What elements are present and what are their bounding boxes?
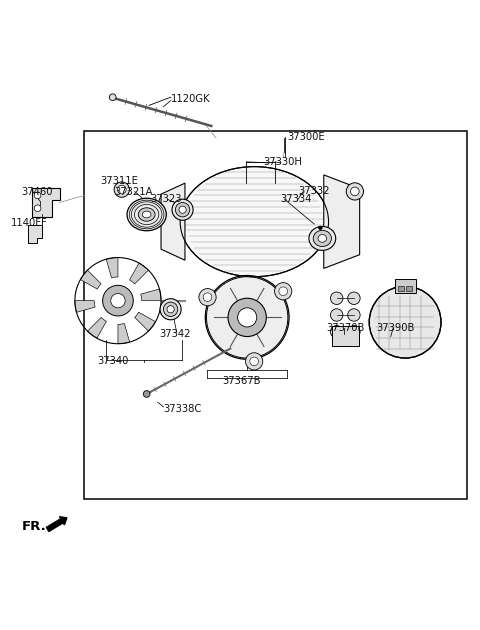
Circle shape (111, 294, 125, 308)
Polygon shape (87, 318, 107, 338)
Ellipse shape (313, 231, 331, 246)
Ellipse shape (309, 226, 336, 250)
Polygon shape (161, 183, 185, 260)
Circle shape (246, 353, 263, 370)
Polygon shape (106, 258, 118, 278)
Bar (84, 131, 468, 499)
Polygon shape (135, 312, 156, 331)
Polygon shape (28, 226, 42, 243)
Circle shape (228, 298, 266, 336)
Bar (395, 279, 416, 294)
Ellipse shape (160, 299, 181, 320)
Text: 37460: 37460 (21, 186, 52, 197)
Ellipse shape (179, 206, 186, 214)
Polygon shape (130, 263, 148, 284)
Text: 1140FF: 1140FF (11, 217, 48, 227)
Circle shape (118, 185, 126, 194)
Circle shape (34, 192, 41, 198)
Ellipse shape (318, 234, 326, 243)
Text: 37323: 37323 (150, 194, 181, 204)
Circle shape (114, 182, 130, 197)
Circle shape (348, 326, 360, 338)
Polygon shape (118, 323, 130, 344)
Polygon shape (32, 188, 60, 217)
Ellipse shape (138, 208, 155, 221)
Circle shape (346, 183, 363, 200)
Circle shape (319, 226, 323, 230)
Text: 37300E: 37300E (287, 132, 324, 142)
Circle shape (109, 94, 116, 101)
Circle shape (203, 293, 212, 302)
Polygon shape (75, 301, 95, 312)
Ellipse shape (163, 302, 178, 316)
Ellipse shape (175, 202, 190, 217)
Text: 37321A: 37321A (115, 186, 153, 197)
Text: 1120GK: 1120GK (170, 94, 210, 104)
Bar (332, 326, 359, 346)
Circle shape (348, 309, 360, 321)
Text: 37367B: 37367B (222, 376, 261, 386)
Text: 37390B: 37390B (376, 323, 415, 333)
FancyArrow shape (47, 517, 67, 532)
Polygon shape (324, 175, 360, 268)
Text: 37332: 37332 (299, 186, 330, 195)
Text: 37311E: 37311E (100, 176, 138, 186)
Text: FR.: FR. (22, 520, 47, 533)
Bar (406, 286, 412, 291)
Circle shape (103, 285, 133, 316)
Ellipse shape (167, 306, 174, 313)
Circle shape (275, 283, 292, 300)
Circle shape (330, 292, 343, 304)
Ellipse shape (172, 199, 193, 220)
Polygon shape (80, 270, 101, 289)
Polygon shape (141, 289, 161, 301)
Ellipse shape (127, 198, 166, 231)
Text: 37342: 37342 (159, 329, 191, 339)
Circle shape (144, 391, 150, 398)
Circle shape (199, 289, 216, 306)
Circle shape (348, 292, 360, 304)
Circle shape (279, 287, 288, 295)
Circle shape (34, 205, 41, 212)
Text: 37330H: 37330H (263, 157, 302, 167)
Text: 37334: 37334 (280, 193, 312, 203)
Circle shape (330, 309, 343, 321)
Bar (398, 286, 404, 291)
Circle shape (350, 187, 359, 196)
Circle shape (330, 326, 343, 338)
Text: 37340: 37340 (97, 357, 129, 367)
Text: 37370B: 37370B (326, 323, 364, 333)
Circle shape (238, 308, 257, 327)
Circle shape (250, 357, 258, 365)
Text: 37338C: 37338C (163, 404, 202, 415)
Ellipse shape (180, 166, 328, 277)
Circle shape (369, 286, 441, 358)
Ellipse shape (205, 275, 289, 359)
Ellipse shape (143, 211, 151, 218)
